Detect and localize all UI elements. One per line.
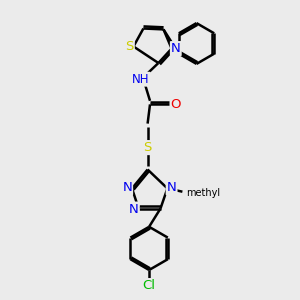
Text: N: N: [122, 181, 132, 194]
Text: N: N: [129, 202, 139, 216]
Text: O: O: [170, 98, 181, 111]
Text: N: N: [167, 181, 176, 194]
Text: Cl: Cl: [142, 279, 156, 292]
Text: N: N: [171, 42, 181, 55]
Text: S: S: [143, 141, 152, 154]
Text: NH: NH: [132, 73, 150, 86]
Text: S: S: [125, 40, 134, 53]
Text: methyl: methyl: [186, 188, 220, 199]
